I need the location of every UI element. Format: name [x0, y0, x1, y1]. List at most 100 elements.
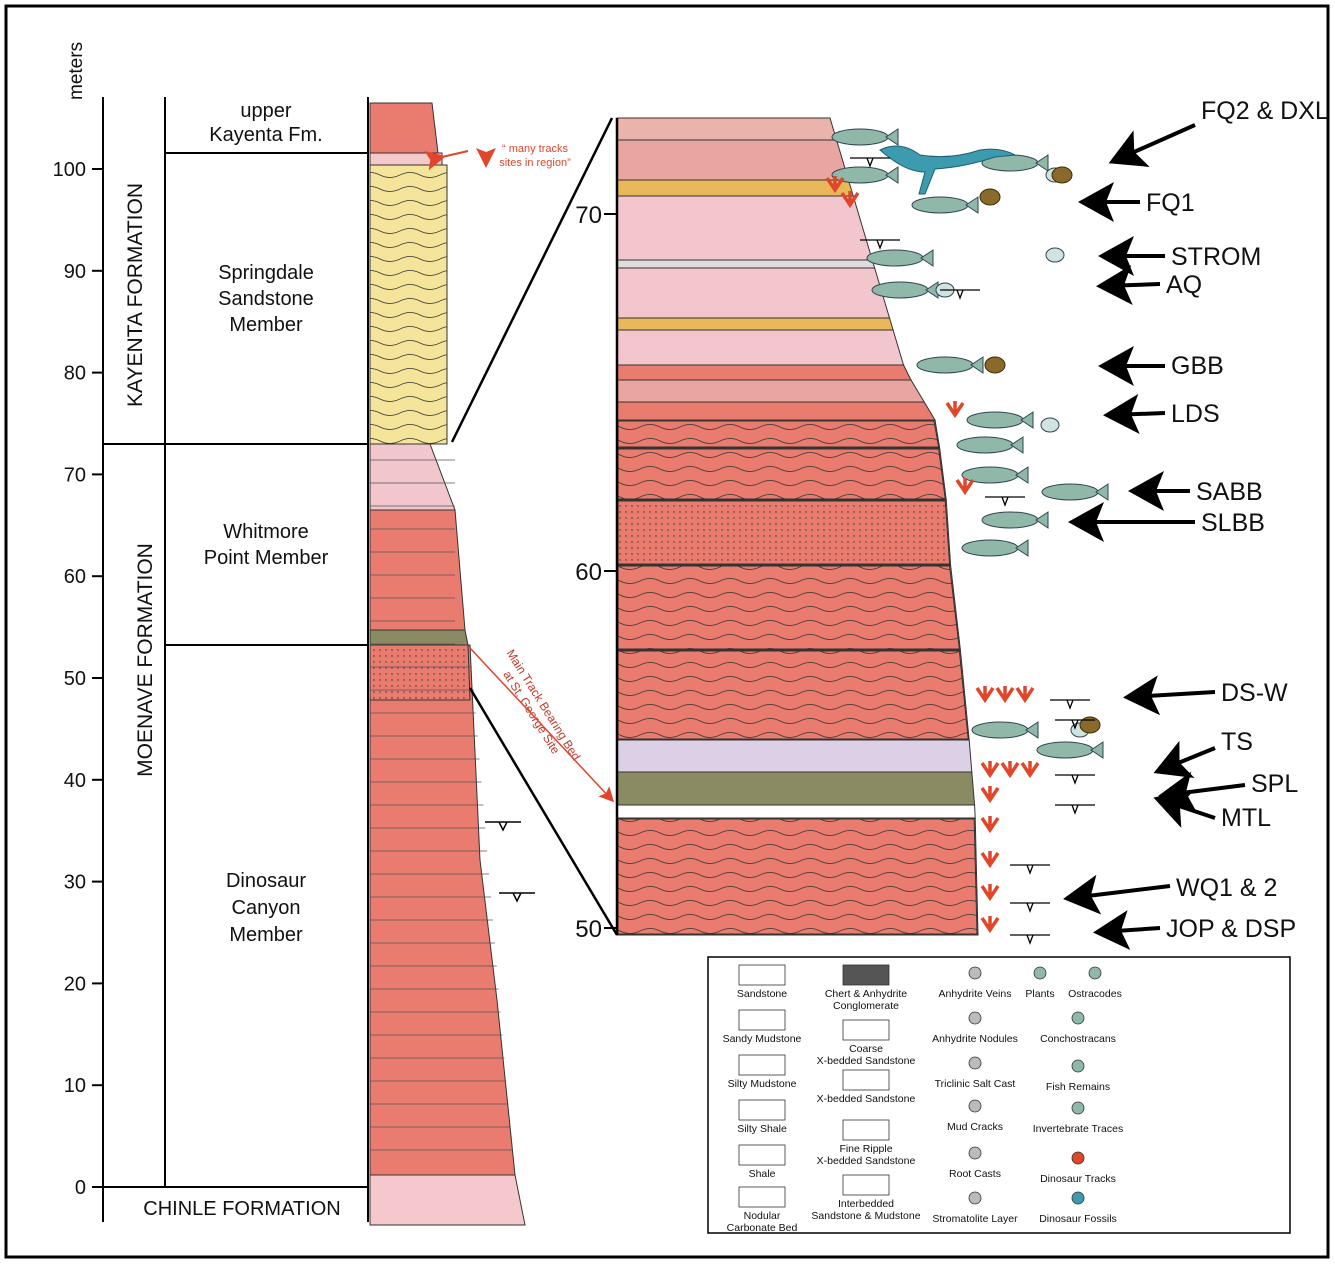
legend-box [707, 956, 1291, 1234]
fish-icon [831, 128, 899, 146]
rock-layer [369, 102, 439, 154]
track-icon [980, 916, 1000, 934]
mud-crack [850, 157, 890, 168]
site-label: FQ1 [1146, 189, 1195, 217]
annotation-line: sites in region” [499, 157, 571, 169]
rock-layer [369, 1174, 526, 1226]
site-label: TS [1221, 728, 1253, 756]
site-arrow [1153, 789, 1216, 828]
legend-label-line: Mud Cracks [947, 1121, 1003, 1133]
tick-label: 70 [64, 464, 86, 486]
tick-label: 100 [53, 159, 86, 181]
bed-texture [617, 500, 951, 565]
legend-label: Dinosaur Tracks [1040, 1173, 1116, 1185]
legend-label-line: Ostracodes [1068, 988, 1122, 1000]
legend-label: Fine Ripple X-bedded Sandstone [817, 1143, 916, 1167]
legend-label-line: Fish Remains [1046, 1081, 1110, 1093]
tick-label: 50 [575, 916, 602, 943]
fish-body [981, 511, 1039, 529]
legend-label: Stromatolite Layer [932, 1213, 1018, 1225]
fish-icon [966, 411, 1034, 429]
site-arrow [1103, 393, 1166, 434]
site-label: SPL [1251, 770, 1298, 798]
fish-tail [965, 196, 979, 214]
pointer [469, 647, 615, 803]
rock-layer [369, 509, 466, 631]
site-arrow [1093, 910, 1161, 951]
fish-icon [916, 356, 984, 374]
fish-body [1036, 741, 1094, 759]
legend-label: Plants [1025, 988, 1054, 1000]
bed-texture [617, 565, 960, 650]
mud-crack [1055, 719, 1095, 730]
legend-symbol [968, 1099, 982, 1113]
legend-label: Chert & Anhydrite Conglomerate [825, 988, 907, 1012]
fish-icon [981, 511, 1049, 529]
member-label-line: Dinosaur [226, 870, 306, 892]
site-label: FQ2 & DXL [1201, 97, 1329, 125]
track-icon [840, 191, 860, 209]
fish-tail [970, 356, 984, 374]
fish-body [866, 249, 924, 267]
legend-swatch [842, 1069, 890, 1091]
annotation: Main Track Bearing Bedat St. George Site [492, 647, 584, 770]
legend-label-line: Conchostracans [1040, 1033, 1116, 1045]
legend-label: Fish Remains [1046, 1081, 1110, 1093]
fish-tail [1015, 466, 1029, 484]
fish-body [961, 539, 1019, 557]
site-label: LDS [1171, 400, 1220, 428]
legend-symbol [968, 966, 982, 980]
track-icon [975, 686, 995, 704]
fish-body [916, 356, 974, 374]
legend-swatch [842, 1174, 890, 1196]
track-icon [825, 176, 845, 194]
legend-label-line: Fine Ripple [839, 1143, 892, 1155]
tick-label: 0 [75, 1177, 86, 1199]
fish-tail [1035, 154, 1049, 172]
legend-label: Silty Mudstone [728, 1078, 797, 1090]
legend-symbol [1071, 1191, 1085, 1205]
member-label: Dinosaur Canyon Member [226, 870, 306, 946]
member-label-line: Canyon [232, 897, 301, 919]
tick-label: 10 [64, 1075, 86, 1097]
bed-texture [617, 650, 969, 740]
fish-icon [871, 281, 939, 299]
pointer [424, 150, 469, 171]
tick-label: 60 [64, 566, 86, 588]
tick-label: 30 [64, 872, 86, 894]
rock-layer [369, 629, 469, 646]
tick-label: 40 [64, 770, 86, 792]
bed-texture [617, 448, 946, 500]
legend-label-line: Triclinic Salt Cast [935, 1078, 1016, 1090]
site-label: AQ [1166, 271, 1202, 299]
legend-label: Sandy Mudstone [723, 1033, 802, 1045]
legend-label-line: Carbonate Bed [727, 1222, 798, 1234]
track-icon [955, 478, 975, 496]
bed [616, 771, 976, 806]
site-label: MTL [1221, 804, 1271, 832]
dinosaur-fossil [879, 145, 1017, 195]
site-label: GBB [1171, 352, 1224, 380]
site-label: SLBB [1201, 509, 1265, 537]
legend-swatch [738, 1186, 786, 1208]
legend-symbol [1071, 1011, 1085, 1025]
fish-body [956, 436, 1014, 454]
member-label: upper Kayenta Fm. [209, 100, 322, 146]
bed [616, 401, 936, 421]
mud-crack [1010, 864, 1050, 875]
conchostracan-icon [979, 188, 1001, 206]
conchostracan-icon [984, 356, 1006, 374]
mud-crack [1010, 934, 1050, 945]
axis-label: meters [66, 42, 87, 100]
site-label: JOP & DSP [1166, 915, 1296, 943]
member-label-line: Kayenta Fm. [209, 124, 322, 146]
fish-body [831, 128, 889, 146]
legend-label-line: Chert & Anhydrite [825, 988, 907, 1000]
mud-crack [1010, 902, 1050, 913]
fish-tail [1035, 511, 1049, 529]
legend-label: Invertebrate Traces [1033, 1123, 1123, 1135]
legend-label-line: Plants [1025, 988, 1054, 1000]
mud-crack [1050, 699, 1090, 710]
legend-swatch [842, 1119, 890, 1141]
